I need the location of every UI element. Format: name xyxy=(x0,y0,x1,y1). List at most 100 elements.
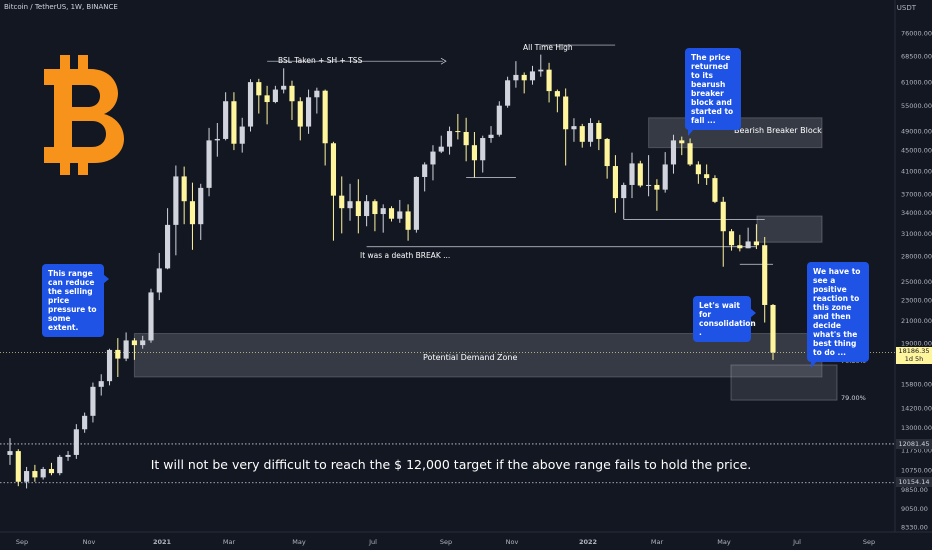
candle-body xyxy=(206,140,212,188)
candle-body xyxy=(496,105,502,135)
candle-body xyxy=(720,201,726,232)
candle-body xyxy=(637,163,643,186)
price-tick-label: 68500.00 xyxy=(901,53,932,61)
candle-body xyxy=(670,140,677,165)
candle-body xyxy=(596,123,602,139)
candle-body xyxy=(264,95,270,103)
candle-body xyxy=(745,241,751,249)
candle-body xyxy=(438,146,444,152)
candle-body xyxy=(480,138,486,161)
candle-body xyxy=(297,101,303,127)
candle-body xyxy=(762,245,768,305)
candle-body xyxy=(98,381,104,387)
price-tick-label: 23000.00 xyxy=(901,297,932,305)
price-tick-label: 41000.00 xyxy=(901,167,932,175)
candle-body xyxy=(123,340,129,359)
candle-body xyxy=(405,211,411,230)
price-tick-label: 34000.00 xyxy=(901,209,932,217)
level-10154-tag: 10154.14 xyxy=(896,477,932,487)
death-break-note: It was a death BREAK ... xyxy=(360,251,451,260)
candle-body xyxy=(604,138,610,167)
candle-body xyxy=(181,176,187,202)
consolidation-callout: Let's wait for consolidation . xyxy=(693,296,756,342)
candle-body xyxy=(579,126,585,142)
price-tick-label: 9850.00 xyxy=(901,486,928,494)
candle-body xyxy=(115,349,121,359)
time-tick-label: Mar xyxy=(223,538,236,546)
candle-body xyxy=(339,195,345,209)
time-tick-label: Jul xyxy=(792,538,801,546)
candle-body xyxy=(355,201,361,217)
time-tick-label: Nov xyxy=(506,538,519,546)
candle-body xyxy=(646,184,652,186)
candle-body xyxy=(612,166,618,199)
price-tick-label: 13000.00 xyxy=(901,424,932,432)
candle-body xyxy=(330,143,337,196)
candle-body xyxy=(662,164,668,190)
candle-body xyxy=(571,126,577,130)
candle-body xyxy=(189,201,196,225)
candle-body xyxy=(629,163,635,185)
candle-body xyxy=(471,145,478,161)
price-tick-label: 14200.00 xyxy=(901,404,932,412)
candle-body xyxy=(40,468,46,478)
candle-body xyxy=(505,80,511,106)
candle-body xyxy=(140,340,146,346)
price-tick-label: 61000.00 xyxy=(901,79,932,87)
candle-body xyxy=(148,292,154,341)
bottom-target-text: It will not be very difficult to reach t… xyxy=(150,457,752,472)
candle-body xyxy=(712,178,718,202)
bitcoin-logo-icon xyxy=(44,55,124,175)
candle-body xyxy=(546,69,552,92)
candle-body xyxy=(198,187,204,225)
candle-body xyxy=(7,451,13,455)
candle-body xyxy=(538,69,544,72)
price-tick-label: 11750.00 xyxy=(901,447,932,455)
price-tick-label: 37000.00 xyxy=(901,190,932,198)
candle-body xyxy=(737,245,743,249)
candle-body xyxy=(463,131,469,146)
time-tick-label: Sep xyxy=(440,538,452,546)
price-tick-label: 15800.00 xyxy=(901,380,932,388)
bsl-arrow xyxy=(440,57,447,65)
candle-body xyxy=(554,91,560,97)
candle-body xyxy=(57,456,63,474)
time-tick-label: 2021 xyxy=(153,538,172,546)
time-tick-label: Sep xyxy=(863,538,875,546)
price-tick-label: 19000.00 xyxy=(901,339,932,347)
upper-resistance-box xyxy=(756,215,823,243)
price-axis xyxy=(895,0,932,550)
candle-body xyxy=(422,164,428,177)
candle-body xyxy=(65,454,71,457)
candle-body xyxy=(322,90,328,144)
candle-body xyxy=(455,131,461,133)
candle-body xyxy=(173,176,179,225)
candle-body xyxy=(521,74,527,81)
candle-body xyxy=(165,224,171,269)
candle-body xyxy=(372,201,378,215)
fib-79-label: 79.00% xyxy=(841,394,866,402)
range-callout: This range can reduce the selling price … xyxy=(42,264,109,337)
price-tick-label: 10750.00 xyxy=(901,467,932,475)
candle-body xyxy=(48,468,55,474)
candle-body xyxy=(679,140,685,144)
candle-body xyxy=(314,90,320,98)
candle-body xyxy=(380,208,386,215)
currency-label: USDT xyxy=(896,4,916,12)
demand-zone-label: Potential Demand Zone xyxy=(423,353,518,362)
candle-body xyxy=(488,134,494,139)
reaction-callout: We have to see a positive reaction to th… xyxy=(807,262,869,368)
candle-body xyxy=(156,268,162,293)
candle-body xyxy=(239,126,245,144)
price-tick-label: 25000.00 xyxy=(901,278,932,286)
breaker-callout: The price returned to its bearush breake… xyxy=(685,48,741,136)
candle-body xyxy=(131,340,137,346)
candle-body xyxy=(529,71,536,81)
bearish-breaker-zone xyxy=(648,117,823,149)
time-tick-label: May xyxy=(292,538,306,546)
time-tick-label: May xyxy=(717,538,731,546)
price-tick-label: 55000.00 xyxy=(901,102,932,110)
candle-body xyxy=(413,176,419,230)
candle-body xyxy=(695,164,701,175)
